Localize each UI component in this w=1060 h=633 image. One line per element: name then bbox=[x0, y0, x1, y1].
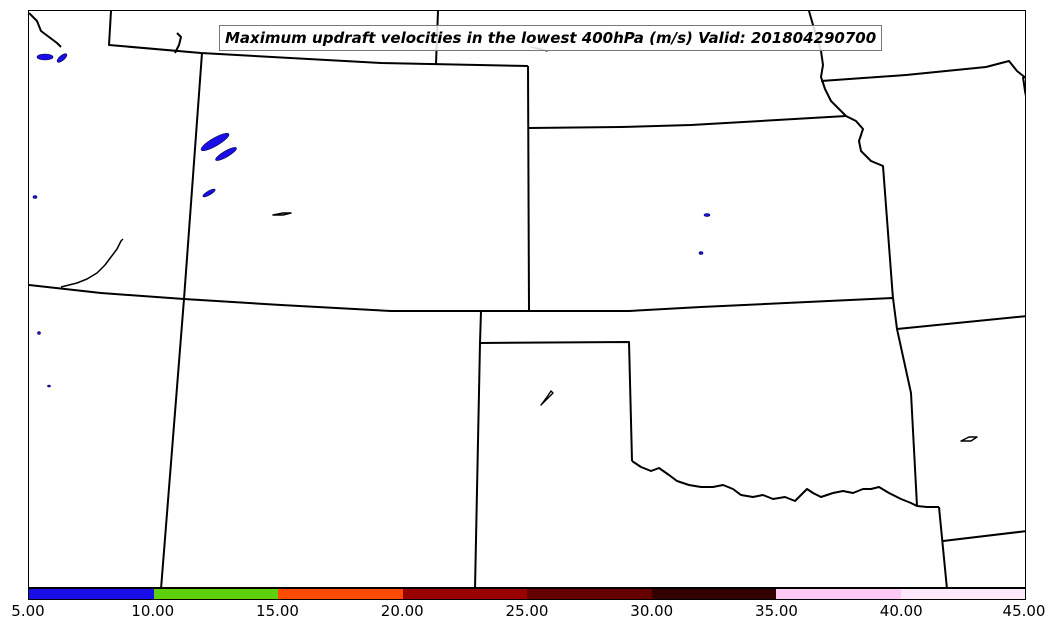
updraft-cell bbox=[37, 331, 41, 335]
boundary-id-wy bbox=[183, 52, 203, 300]
boundary-mn-ia bbox=[820, 60, 1025, 82]
lake-panhandle bbox=[540, 390, 554, 406]
colorbar-segment-5 bbox=[527, 589, 652, 599]
state-boundaries bbox=[29, 11, 1025, 587]
colorbar-tick-label: 35.00 bbox=[755, 602, 798, 620]
map-canvas bbox=[29, 11, 1025, 587]
colorbar-segment-2 bbox=[153, 589, 278, 599]
colorbar-segment-8 bbox=[900, 589, 1025, 599]
updraft-contours bbox=[32, 53, 711, 388]
boundary-wy-ne bbox=[527, 65, 530, 312]
updraft-cell bbox=[56, 53, 68, 63]
river-right-edge bbox=[1022, 76, 1025, 97]
boundary-co-ut bbox=[160, 298, 185, 587]
updraft-cell bbox=[215, 147, 237, 161]
lake-utah bbox=[272, 212, 292, 216]
boundary-sd-ne bbox=[528, 115, 847, 129]
updraft-cell bbox=[703, 213, 711, 217]
boundary-ok-panhandle bbox=[479, 341, 633, 462]
boundary-red-river bbox=[631, 460, 939, 508]
colorbar-tick-label: 30.00 bbox=[630, 602, 674, 620]
colorbar-tick-labels: 5.00 10.00 15.00 20.00 25.00 30.00 35.00 40.00 4… bbox=[11, 600, 1045, 630]
map-title: Maximum updraft velocities in the lowest… bbox=[219, 25, 883, 51]
colorbar-tick-label: 40.00 bbox=[879, 602, 923, 620]
boundary-ne-ia-river bbox=[845, 115, 894, 300]
map-panel: Maximum updraft velocities in the lowest… bbox=[28, 10, 1026, 588]
colorbar-segment-3 bbox=[278, 589, 403, 599]
boundary-ar-tx bbox=[938, 506, 948, 587]
colorbar-segment-4 bbox=[402, 589, 527, 599]
colorbar bbox=[28, 588, 1026, 600]
boundary-co-ks bbox=[474, 310, 482, 587]
boundary-ks-mo bbox=[892, 297, 918, 507]
boundary-mo-ar bbox=[896, 315, 1025, 330]
colorbar-tick-label: 45.00 bbox=[1002, 602, 1046, 620]
updraft-cell bbox=[698, 251, 704, 255]
river-west-meander bbox=[60, 238, 124, 288]
colorbar-tick-label: 10.00 bbox=[131, 602, 175, 620]
colorbar-segment-1 bbox=[29, 589, 154, 599]
colorbar-tick-label: 25.00 bbox=[505, 602, 549, 620]
updraft-cell bbox=[47, 384, 51, 388]
colorbar-tick-label: 15.00 bbox=[256, 602, 299, 620]
lake-missouri bbox=[960, 436, 978, 442]
river-fragment-nw bbox=[29, 12, 62, 48]
updraft-cell bbox=[200, 132, 230, 152]
boundary-ut-co-line bbox=[29, 284, 894, 312]
boundary-la bbox=[942, 530, 1025, 542]
colorbar-segment-7 bbox=[776, 589, 901, 599]
updraft-cell bbox=[36, 53, 54, 61]
lake-fragment bbox=[174, 32, 182, 54]
colorbar-tick-label: 5.00 bbox=[11, 602, 45, 620]
updraft-cell bbox=[32, 195, 38, 199]
colorbar-segment-6 bbox=[651, 589, 776, 599]
colorbar-tick-label: 20.00 bbox=[380, 602, 424, 620]
updraft-cell bbox=[202, 188, 216, 198]
